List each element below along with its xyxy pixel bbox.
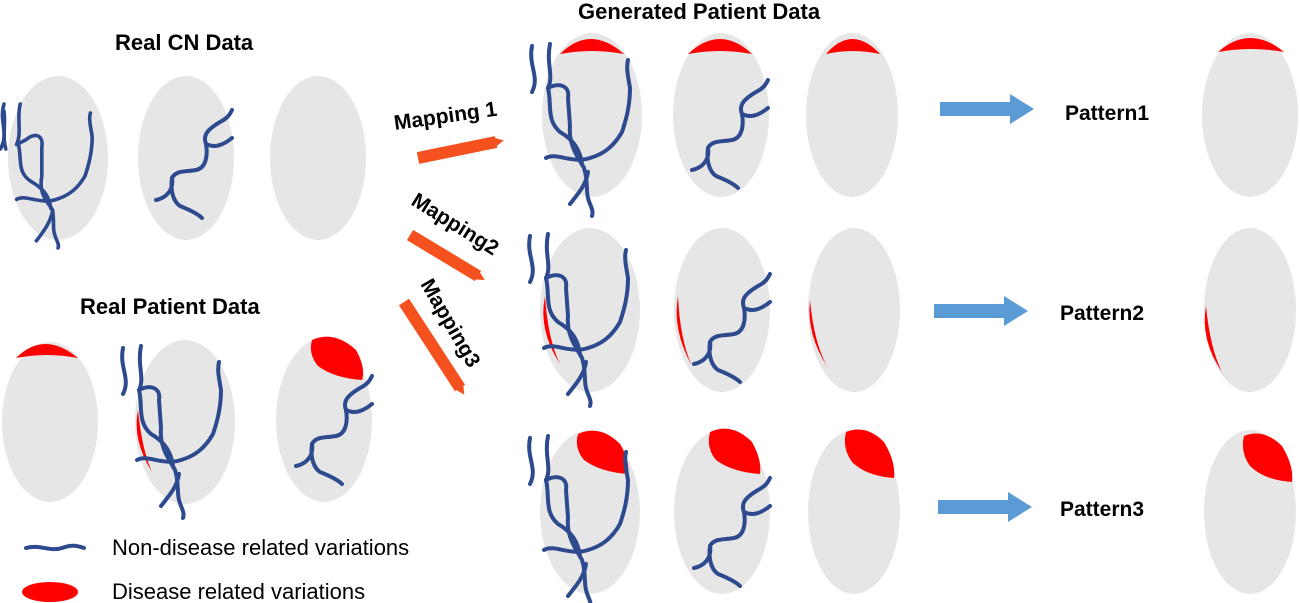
generated-title: Generated Patient Data [578,0,821,24]
mapping1-arrow [416,136,504,164]
mapping2-label: Mapping2 [407,189,502,260]
legend: Non-disease related variations Disease r… [22,535,409,603]
generated-row2-sample-1 [527,228,640,408]
real-cn-title: Real CN Data [115,30,254,55]
pattern3-label: Pattern3 [1060,498,1144,521]
disease-region [676,296,692,366]
cn-sample-3 [270,76,366,240]
mapping3-arrow [398,298,466,395]
cn-sample-1 [0,76,108,250]
mapping1-label: Mapping 1 [392,98,498,135]
disease-region [809,300,828,368]
disease-region [136,410,152,472]
patient-sample-2 [120,340,235,520]
disease-region [310,336,364,380]
cn-sample-2 [138,76,234,240]
legend-vein-symbol [24,543,86,552]
pattern2-arrow [934,296,1028,326]
pattern3-arrow [938,492,1032,522]
pattern2-sample [1204,228,1296,392]
disease-region [543,296,560,364]
disease-region [844,429,895,478]
pattern1-sample [1202,33,1298,197]
legend-disease-symbol [22,582,78,602]
disease-region [826,39,880,54]
pattern2-label: Pattern2 [1060,302,1144,325]
disease-region [688,39,752,54]
pattern1-arrow [940,94,1034,124]
generated-row1-sample-2 [673,33,770,197]
disease-region [1242,433,1293,482]
generated-row2-sample-3 [808,228,900,392]
disease-region [1204,306,1222,372]
patient-sample-3 [276,336,374,502]
disease-region [1218,38,1284,52]
generated-row1-sample-3 [806,33,898,197]
pattern3-sample [1204,430,1296,594]
mapping2-arrow [406,229,485,282]
legend-non-disease: Non-disease related variations [112,535,409,560]
legend-disease: Disease related variations [112,579,365,603]
generated-row3-sample-2 [674,428,772,594]
pattern1-label: Pattern1 [1065,102,1149,125]
disease-region [576,430,629,474]
mapping3-label: Mapping3 [416,275,485,371]
patient-sample-1 [2,342,98,502]
disease-region [708,428,761,474]
disease-region [16,344,78,358]
real-patient-title: Real Patient Data [80,294,260,319]
disease-region [560,39,624,54]
generated-row3-sample-1 [527,430,640,603]
generated-row1-sample-1 [529,33,642,218]
generated-row2-sample-2 [674,228,772,392]
generated-row3-sample-3 [808,429,900,594]
